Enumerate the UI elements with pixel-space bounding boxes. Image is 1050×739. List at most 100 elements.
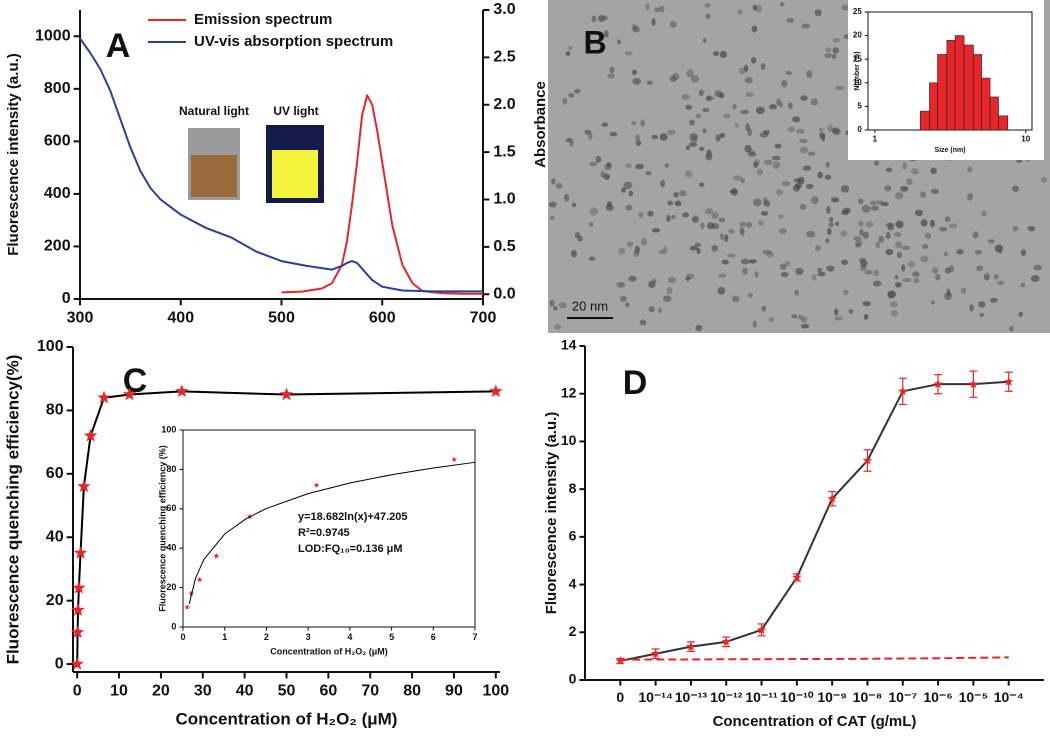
particle xyxy=(844,207,851,214)
x-tick-label: 70 xyxy=(361,682,379,699)
particle xyxy=(689,119,695,126)
particle xyxy=(763,159,773,166)
particle xyxy=(669,20,677,28)
particle xyxy=(885,248,894,256)
particle xyxy=(1011,185,1019,192)
particle xyxy=(745,92,754,97)
particle xyxy=(667,129,676,136)
particle xyxy=(755,4,763,13)
particle xyxy=(810,98,819,106)
particle xyxy=(750,56,757,64)
particle xyxy=(571,202,577,208)
particle xyxy=(609,66,615,74)
particle xyxy=(654,7,660,13)
y2-tick-label: 0.5 xyxy=(493,238,515,255)
particle xyxy=(589,207,599,216)
particle xyxy=(930,188,940,194)
legend-label: UV-vis absorption spectrum xyxy=(194,33,393,50)
particle xyxy=(902,162,908,170)
particle xyxy=(616,281,625,288)
particle xyxy=(873,269,880,277)
particle xyxy=(824,52,832,59)
particle xyxy=(860,265,867,271)
particle xyxy=(1030,275,1040,282)
particle xyxy=(814,9,822,17)
x-tick-label: 300 xyxy=(67,309,94,326)
x-tick-label: 10⁻⁶ xyxy=(923,689,952,705)
particle xyxy=(705,153,713,161)
y-tick-label: 80 xyxy=(46,402,64,419)
y-tick-label: 0 xyxy=(55,655,64,672)
particle xyxy=(732,103,737,110)
particle xyxy=(972,231,979,239)
particle xyxy=(896,251,903,259)
particle xyxy=(901,264,906,272)
y-tick-label: 80 xyxy=(166,464,176,474)
y2-tick-label: 3.0 xyxy=(493,1,515,18)
particle xyxy=(569,141,574,147)
particle xyxy=(646,80,653,85)
particle xyxy=(757,220,764,226)
particle xyxy=(858,198,864,205)
x-tick-label: 50 xyxy=(278,682,296,699)
particle xyxy=(589,161,598,167)
particle xyxy=(762,196,768,204)
particle xyxy=(835,85,844,91)
y-tick-label: 0 xyxy=(569,671,577,687)
star-marker xyxy=(1003,376,1014,386)
particle xyxy=(988,239,995,244)
particle xyxy=(894,241,903,249)
particle xyxy=(768,103,778,110)
particle xyxy=(618,247,626,255)
particle xyxy=(756,168,764,176)
x-tick-label: 90 xyxy=(445,682,463,699)
particle xyxy=(801,23,811,29)
particle xyxy=(869,200,878,206)
y-axis-title: Fluorescence intensity (a.u.) xyxy=(543,412,560,615)
particle xyxy=(930,167,937,175)
particle xyxy=(974,249,983,255)
particle xyxy=(666,286,673,295)
histogram-bar xyxy=(998,115,1009,131)
particle xyxy=(862,231,869,239)
particle xyxy=(690,75,700,83)
star-marker xyxy=(77,479,91,493)
annotation: Natural light xyxy=(179,104,249,118)
y2-axis-title: Absorbance xyxy=(532,81,549,168)
particle xyxy=(960,287,967,294)
particle xyxy=(632,26,640,33)
y-axis-title: Fluorescence intensity (a.u.) xyxy=(5,53,22,256)
histogram-bar xyxy=(920,110,930,131)
particle xyxy=(784,261,791,267)
particle xyxy=(553,306,558,311)
particle xyxy=(832,47,840,54)
particle xyxy=(790,314,798,319)
dashed-line xyxy=(620,656,1009,661)
particle xyxy=(694,242,702,247)
particle xyxy=(763,200,771,207)
particle xyxy=(762,249,772,255)
particle xyxy=(568,46,573,51)
star-marker xyxy=(97,390,111,404)
particle xyxy=(875,241,881,249)
particle xyxy=(738,67,746,75)
particle xyxy=(902,277,912,283)
particle xyxy=(584,129,592,135)
x-tick-label: 2 xyxy=(264,632,269,642)
star-marker xyxy=(196,576,203,583)
y-tick-label: 12 xyxy=(561,384,577,400)
particle xyxy=(551,178,556,185)
x-tick-label: 0 xyxy=(180,632,185,642)
star-marker xyxy=(827,493,837,503)
particle xyxy=(863,314,869,320)
particle xyxy=(795,128,805,134)
particle xyxy=(855,242,861,248)
particle xyxy=(695,113,702,119)
x-tick-label: 10⁻⁸ xyxy=(853,689,883,705)
particle xyxy=(705,13,711,19)
particle xyxy=(978,301,986,308)
particle xyxy=(924,232,931,240)
particle xyxy=(682,212,690,218)
particle xyxy=(747,128,753,137)
particle xyxy=(659,133,668,141)
